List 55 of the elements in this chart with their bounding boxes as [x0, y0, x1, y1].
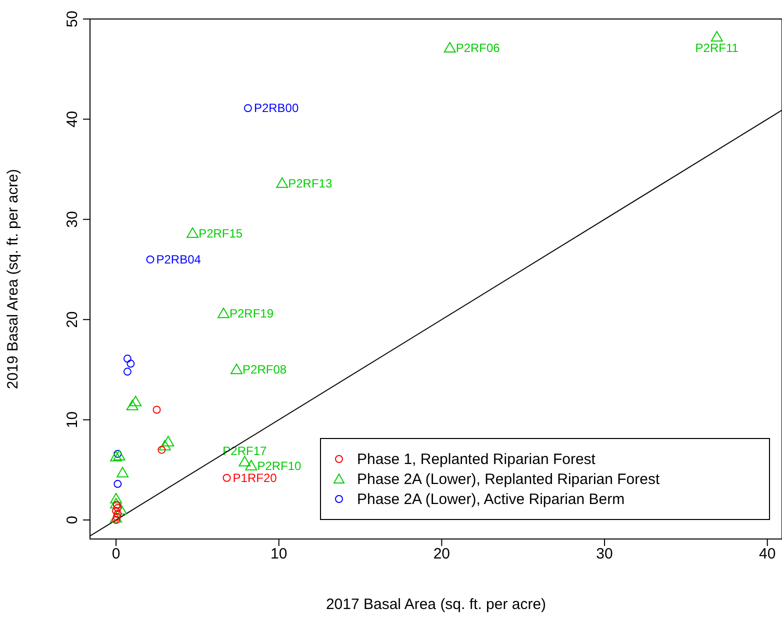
point: [112, 506, 120, 515]
annotation: P2RF11: [695, 41, 739, 56]
point: [126, 360, 135, 368]
point: [130, 396, 142, 406]
x-tick-label: 20: [433, 546, 450, 563]
point: [230, 364, 243, 374]
point: [114, 504, 127, 514]
point: [218, 308, 230, 318]
annotation: P2RF08: [242, 362, 287, 377]
y-tick-label: 20: [64, 311, 81, 328]
x-axis-title: 2017 Basal Area (sq. ft. per acre): [326, 596, 546, 613]
annotation: P1RF20: [232, 470, 278, 485]
point: [116, 466, 129, 478]
point: [110, 450, 122, 462]
point: [710, 31, 723, 42]
legend-label: Phase 1, Replanted Riparian Forest: [357, 450, 596, 468]
point: [110, 492, 122, 504]
point: [245, 460, 258, 470]
y-tick-label: 40: [64, 110, 81, 128]
point: [244, 104, 252, 112]
x-tick-label: 0: [112, 546, 120, 563]
annotation: P2RF15: [198, 226, 243, 240]
point: [238, 456, 251, 466]
point: [123, 368, 132, 376]
y-tick-label: 30: [64, 211, 81, 228]
point: [152, 406, 161, 414]
point: [123, 354, 132, 363]
annotation: P2RF10: [257, 458, 302, 473]
point: [276, 177, 288, 188]
y-tick-label: 0: [64, 516, 81, 524]
legend-label: Phase 2A (Lower), Replanted Riparian Forest: [357, 470, 660, 488]
legend-label: Phase 2A (Lower), Active Riparian Berm: [357, 490, 625, 508]
y-axis-title: 2019 Basal Area (sq. ft. per acre): [4, 168, 22, 390]
point: [110, 498, 122, 508]
annotation: P2RB00: [254, 101, 299, 116]
x-tick-label: 40: [759, 546, 776, 563]
point: [114, 480, 122, 488]
x-tick-label: 10: [270, 546, 288, 563]
point: [113, 450, 126, 460]
y-tick-label: 10: [64, 411, 81, 428]
point: [444, 42, 456, 53]
point: [186, 227, 199, 238]
annotation: P2RF06: [456, 41, 500, 56]
point: [158, 446, 166, 454]
point: [110, 512, 122, 522]
point: [158, 440, 171, 450]
x-tick-label: 30: [596, 546, 613, 563]
point: [126, 400, 138, 410]
annotation: P2RF19: [230, 306, 274, 321]
point: [222, 474, 231, 482]
point: [162, 436, 174, 446]
annotation: P2RB04: [156, 252, 202, 266]
point: [146, 255, 154, 264]
y-tick-label: 50: [64, 10, 81, 28]
annotation: P2RF13: [288, 176, 332, 190]
